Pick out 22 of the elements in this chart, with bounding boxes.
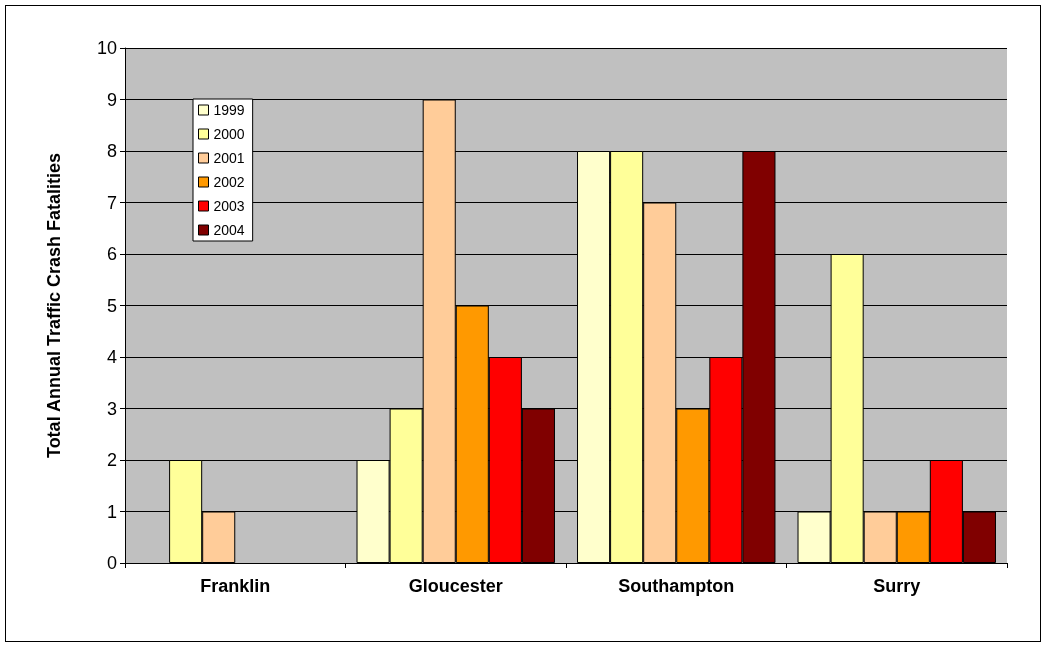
legend-label: 2004 (213, 222, 245, 238)
y-tick-label: 8 (106, 141, 117, 161)
x-tick-label: Franklin (200, 576, 271, 596)
y-tick-label: 6 (106, 244, 117, 264)
legend-label: 2002 (213, 174, 245, 190)
x-tick-label: Gloucester (408, 576, 503, 596)
y-tick-label: 5 (106, 295, 117, 316)
legend-label: 1999 (213, 102, 245, 118)
y-tick-label: 3 (106, 398, 117, 419)
legend-label: 2003 (213, 198, 245, 214)
y-tick-label: 2 (106, 450, 117, 470)
legend-label: 2001 (213, 150, 245, 166)
y-axis-title: Total Annual Traffic Crash Fatalities (44, 152, 64, 459)
y-tick-label: 9 (106, 89, 117, 110)
legend-label: 2000 (213, 126, 245, 142)
y-tick-label: 7 (106, 192, 117, 213)
x-tick-label: Surry (873, 576, 921, 596)
y-tick-label: 1 (106, 501, 117, 522)
y-tick-label: 10 (96, 38, 117, 58)
y-tick-label: 4 (106, 347, 117, 367)
y-tick-label: 0 (106, 553, 117, 573)
x-tick-label: Southampton (618, 576, 735, 596)
